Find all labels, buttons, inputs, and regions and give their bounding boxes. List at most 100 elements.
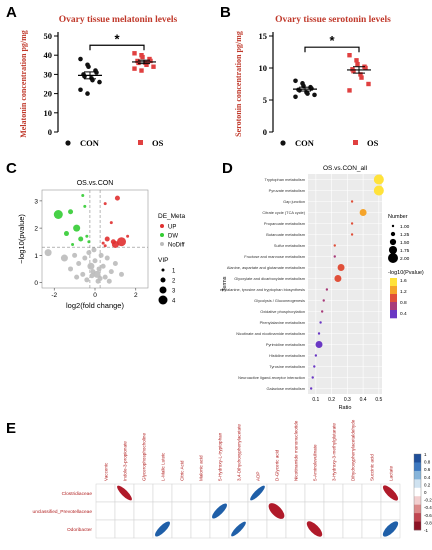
- melatonin-point-os: [144, 62, 149, 67]
- bubble-point: [334, 275, 342, 282]
- volcano-point: [103, 202, 107, 206]
- bubble-color-legend-swatch: [390, 302, 397, 311]
- bubble-color-legend-title: -log10(Pvalue): [388, 270, 424, 276]
- serotonin-point-con: [312, 92, 317, 98]
- heatmap-colorbar-label: -0.6: [424, 513, 432, 518]
- melatonin-significance-bracket: [89, 44, 145, 51]
- heatmap-colorbar-label: 0: [424, 490, 427, 495]
- heatmap-cell: [228, 483, 249, 503]
- heatmap-cell: [304, 501, 325, 521]
- melatonin-legend-con-label: CON: [80, 138, 100, 148]
- bubble-x-tick-label: 0.3: [344, 397, 351, 403]
- bubble-point: [313, 365, 316, 368]
- volcano-size-legend-label: 4: [172, 299, 176, 305]
- volcano-legend-marker: [160, 224, 164, 228]
- volcano-point: [44, 249, 52, 257]
- bubble-term-label: Sulfur metabolism: [274, 243, 305, 248]
- bubble-term-label: Tyrosine metabolism: [269, 364, 305, 369]
- bubble-x-label: Ratio: [339, 405, 352, 411]
- heatmap-cell: [171, 483, 192, 503]
- volcano-point: [89, 273, 95, 279]
- heatmap-cell: [95, 519, 116, 539]
- melatonin-point-os: [148, 58, 153, 64]
- volcano-size-legend-marker: [158, 295, 168, 305]
- heatmap-colorbar-swatch: [414, 487, 421, 497]
- heatmap-column-label: 5-Hydroxy-L-tryptophan: [218, 432, 223, 481]
- melatonin-significance-mark: *: [114, 31, 120, 46]
- bubble-point: [320, 310, 324, 313]
- volcano-y-tick-label: 1: [34, 253, 38, 260]
- melatonin-y-label: Melatonin concentration pg/mg: [19, 30, 28, 138]
- heatmap-column-label: D-Glyceric acid: [275, 449, 280, 481]
- melatonin-legend-os-label: OS: [152, 138, 164, 148]
- volcano-size-legend-label: 3: [172, 289, 176, 295]
- bubble-term-label: Oxidative phosphorylation: [260, 309, 305, 314]
- volcano-point: [117, 237, 126, 247]
- bubble-term-label: Pyruvate metabolism: [269, 188, 305, 193]
- volcano-size-legend-marker: [159, 286, 167, 294]
- heatmap-colorbar-label: 0.2: [424, 482, 431, 487]
- heatmap-cell: [266, 519, 287, 539]
- serotonin-y-tick-label: 10: [259, 63, 268, 73]
- volcano-point: [96, 266, 102, 272]
- panel-label-c: C: [6, 160, 17, 177]
- volcano-point: [72, 252, 78, 258]
- volcano-point: [92, 258, 98, 264]
- heatmap-column-label: Malonic acid: [199, 455, 204, 481]
- melatonin-point-os: [132, 51, 137, 56]
- melatonin-y-tick-label: 0: [48, 127, 52, 137]
- heatmap-column-label: Glycerophosphocholine: [142, 433, 147, 481]
- bubble-term-label: Nicotinate and nicotinamide metabolism: [236, 331, 305, 336]
- bubble-term-label: Glycolysis / Gluconeogenesis: [254, 298, 305, 303]
- bubble-point: [350, 222, 354, 225]
- serotonin-y-label: Serotonin concentration pg/mg: [234, 31, 243, 137]
- heatmap-colorbar-swatch: [414, 521, 421, 531]
- heatmap-column-label: Dihydroxyphenylacetaldehyde: [351, 419, 356, 481]
- volcano-point: [112, 261, 118, 266]
- volcano-size-legend-label: 1: [172, 269, 176, 275]
- volcano-point: [98, 252, 104, 258]
- volcano-point: [84, 277, 90, 283]
- bubble-color-legend-label: 0.4: [400, 311, 407, 317]
- bubble-point: [333, 244, 336, 247]
- bubble-term-label: Galactose metabolism: [267, 386, 306, 391]
- heatmap-cell: [114, 519, 135, 539]
- heatmap-colorbar-swatch: [414, 504, 421, 514]
- panel-label-e: E: [6, 420, 17, 437]
- heatmap-cell: [247, 501, 268, 521]
- melatonin-y-tick-label: 30: [44, 69, 53, 79]
- heatmap-cell: [380, 501, 401, 521]
- heatmap-colorbar-label: -0.2: [424, 498, 432, 503]
- serotonin-point-os: [347, 53, 352, 58]
- volcano-point: [93, 270, 101, 278]
- bubble-point: [373, 185, 384, 196]
- volcano-point: [101, 241, 105, 245]
- volcano-point: [91, 247, 97, 253]
- heatmap-cell: [342, 501, 363, 521]
- bubble-plot-area: [308, 174, 382, 394]
- heatmap-cell: [190, 483, 211, 503]
- heatmap-cell: [114, 501, 135, 521]
- heatmap-cell: [228, 501, 249, 521]
- heatmap-cell: [285, 519, 306, 539]
- bubble-term-label: Neuroactive ligand-receptor interaction: [238, 375, 305, 380]
- serotonin-point-os: [347, 88, 352, 93]
- volcano-x-tick-label: 0: [93, 292, 97, 299]
- heatmap-colorbar-label: -0.4: [424, 505, 432, 510]
- melatonin-point-con: [94, 70, 99, 75]
- heatmap-cell: [209, 483, 230, 503]
- heatmap-colorbar-swatch: [414, 462, 421, 472]
- serotonin-y-tick-label: 0: [263, 127, 267, 137]
- bubble-point: [337, 264, 345, 271]
- heatmap-cell: [152, 483, 173, 503]
- bubble-size-legend-label: 2.00: [400, 256, 410, 262]
- heatmap-colorbar-swatch: [414, 454, 421, 463]
- volcano-point: [83, 204, 87, 208]
- serotonin-point-os: [359, 75, 364, 80]
- bubble-x-tick-label: 0.4: [360, 397, 367, 403]
- bubble-size-legend-marker: [388, 245, 398, 255]
- heatmap-cell: [95, 483, 116, 503]
- bubble-term-label: Citrate cycle (TCA cycle): [262, 210, 305, 215]
- heatmap-colorbar-label: 0.4: [424, 475, 431, 480]
- serotonin-point-con: [293, 94, 298, 100]
